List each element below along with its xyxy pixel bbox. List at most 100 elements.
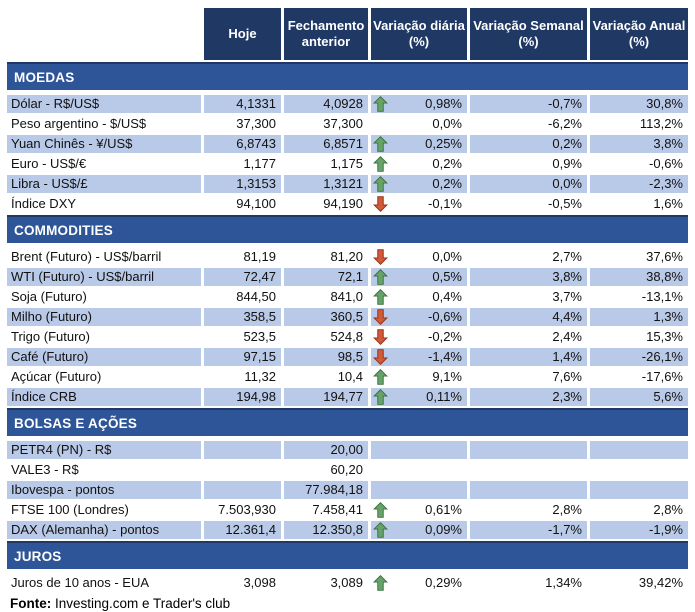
cell-variacao-anual [590,441,688,459]
table-row[interactable]: Ibovespa - pontos 77.984,18 [7,481,688,499]
table-row[interactable]: Juros de 10 anos - EUA 3,098 3,089 0,29%… [7,574,688,592]
cell-hoje: 4,1331 [204,95,281,113]
variacao-diaria-value: 0,98% [425,96,462,111]
cell-variacao-diaria: -0,6% [371,308,467,326]
cell-variacao-diaria: 0,11% [371,388,467,406]
table-row[interactable]: Dólar - R$/US$ 4,1331 4,0928 0,98% -0,7%… [7,95,688,113]
cell-fechamento: 81,20 [330,249,363,264]
cell-hoje: 358,5 [204,308,281,326]
row-label: Peso argentino - $/US$ [11,116,147,131]
cell-variacao-semanal: 0,9% [552,156,582,171]
section-title: COMMODITIES [14,222,113,238]
cell-variacao-anual: 37,6% [646,249,683,264]
table-row[interactable]: Libra - US$/£ 1,3153 1,3121 0,2% 0,0% -2… [7,175,688,193]
variacao-diaria-value: 0,0% [432,116,462,131]
cell-variacao-anual: -13,1% [641,289,683,304]
trend-arrow-icon [373,156,388,172]
cell-variacao-semanal: 2,4% [552,329,582,344]
row-label: Índice DXY [11,196,77,211]
trend-arrow-icon [373,502,388,518]
row-label: Café (Futuro) [7,348,201,366]
cell-variacao-diaria: 0,4% [371,288,467,306]
variacao-diaria-value: -0,6% [428,309,462,324]
cell-variacao-diaria: -1,4% [371,348,467,366]
cell-variacao-diaria: 0,98% [371,95,467,113]
cell-fechamento: 1,175 [330,156,363,171]
trend-arrow-icon [373,329,388,345]
cell-variacao-semanal: 4,4% [470,308,587,326]
table-section: JUROS Juros de 10 anos - EUA 3,098 3,089… [7,541,688,592]
cell-fechamento: 841,0 [330,289,363,304]
col-header-fechamento: Fechamento anterior [284,8,368,60]
cell-fechamento: 94,190 [323,196,363,211]
cell-variacao-anual: -26,1% [590,348,688,366]
cell-variacao-diaria: -0,1% [371,195,467,213]
trend-arrow-icon [373,136,388,152]
cell-fechamento: 77.984,18 [284,481,368,499]
row-label: Euro - US$/€ [11,156,87,171]
variacao-diaria-value: 0,09% [425,522,462,537]
variacao-diaria-value: 0,2% [432,176,462,191]
table-row[interactable]: Índice CRB 194,98 194,77 0,11% 2,3% 5,6% [7,388,688,406]
table-row[interactable]: Milho (Futuro) 358,5 360,5 -0,6% 4,4% 1,… [7,308,688,326]
cell-hoje: 1,177 [243,156,276,171]
cell-variacao-diaria: 0,61% [371,501,467,519]
table-row[interactable]: Brent (Futuro) - US$/barril 81,19 81,20 … [7,248,688,266]
cell-variacao-diaria: 0,0% [371,115,467,133]
cell-variacao-anual: 15,3% [646,329,683,344]
cell-hoje [204,441,281,459]
table-row[interactable]: DAX (Alemanha) - pontos 12.361,4 12.350,… [7,521,688,539]
table-row[interactable]: Euro - US$/€ 1,177 1,175 0,2% 0,9% -0,6% [7,155,688,173]
cell-fechamento: 4,0928 [284,95,368,113]
table-row[interactable]: PETR4 (PN) - R$ 20,00 [7,441,688,459]
cell-variacao-anual: 38,8% [590,268,688,286]
cell-variacao-anual [590,481,688,499]
table-body: MOEDAS Dólar - R$/US$ 4,1331 4,0928 0,98… [7,62,688,592]
cell-variacao-anual: 1,3% [590,308,688,326]
cell-variacao-semanal: 0,2% [470,135,587,153]
row-label: DAX (Alemanha) - pontos [7,521,201,539]
row-label: Milho (Futuro) [7,308,201,326]
variacao-diaria-value: 0,25% [425,136,462,151]
source-label: Fonte: [10,596,52,611]
cell-hoje: 3,098 [243,575,276,590]
table-row[interactable]: FTSE 100 (Londres) 7.503,930 7.458,41 0,… [7,501,688,519]
table-row[interactable]: Índice DXY 94,100 94,190 -0,1% -0,5% 1,6… [7,195,688,213]
col-header-variacao-diaria: Variação diária (%) [371,8,467,60]
cell-fechamento: 3,089 [330,575,363,590]
cell-fechamento: 20,00 [284,441,368,459]
variacao-diaria-value: 0,2% [432,156,462,171]
cell-fechamento: 360,5 [284,308,368,326]
cell-variacao-diaria: 0,2% [371,155,467,173]
row-label: Índice CRB [7,388,201,406]
table-row[interactable]: Trigo (Futuro) 523,5 524,8 -0,2% 2,4% 15… [7,328,688,346]
cell-hoje: 844,50 [236,289,276,304]
cell-variacao-diaria: -0,2% [371,328,467,346]
cell-hoje: 7.503,930 [218,502,276,517]
variacao-diaria-value: -0,2% [428,329,462,344]
cell-hoje [204,461,281,479]
cell-variacao-diaria: 0,29% [371,574,467,592]
variacao-diaria-value: -0,1% [428,196,462,211]
cell-variacao-diaria: 0,0% [371,248,467,266]
row-label: Trigo (Futuro) [11,329,90,344]
table-row[interactable]: VALE3 - R$ 60,20 [7,461,688,479]
cell-variacao-diaria: 9,1% [371,368,467,386]
cell-variacao-anual: 30,8% [590,95,688,113]
variacao-diaria-value: 0,4% [432,289,462,304]
cell-variacao-semanal: 7,6% [552,369,582,384]
row-label: Brent (Futuro) - US$/barril [11,249,162,264]
cell-variacao-anual: -0,6% [649,156,683,171]
table-row[interactable]: Yuan Chinês - ¥/US$ 6,8743 6,8571 0,25% … [7,135,688,153]
cell-variacao-semanal: 3,8% [470,268,587,286]
table-row[interactable]: WTI (Futuro) - US$/barril 72,47 72,1 0,5… [7,268,688,286]
table-row[interactable]: Peso argentino - $/US$ 37,300 37,300 0,0… [7,115,688,133]
table-row[interactable]: Soja (Futuro) 844,50 841,0 0,4% 3,7% -13… [7,288,688,306]
source-text: Investing.com e Trader's club [51,596,231,611]
cell-fechamento: 10,4 [337,369,363,384]
source-note: Fonte: Investing.com e Trader's club [7,596,688,611]
trend-arrow-icon [373,289,388,305]
table-header: Hoje Fechamento anterior Variação diária… [7,8,688,60]
table-row[interactable]: Café (Futuro) 97,15 98,5 -1,4% 1,4% -26,… [7,348,688,366]
table-row[interactable]: Açúcar (Futuro) 11,32 10,4 9,1% 7,6% -17… [7,368,688,386]
